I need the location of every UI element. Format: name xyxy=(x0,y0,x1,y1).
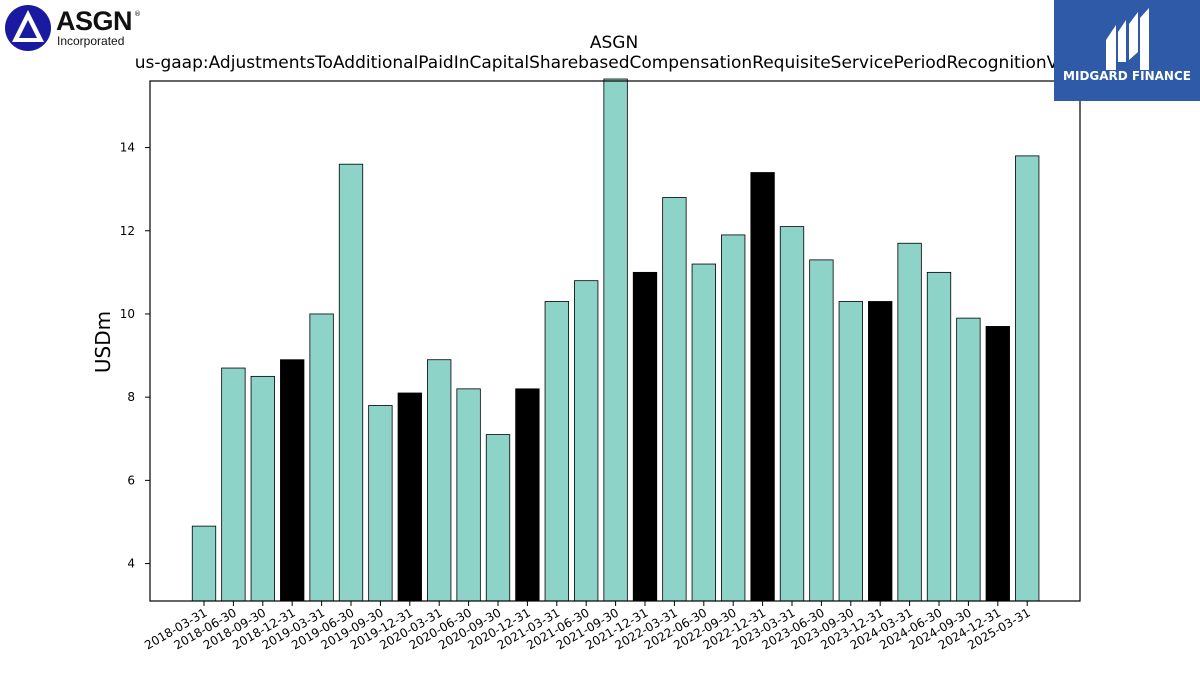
y-tick-label: 8 xyxy=(127,390,135,404)
bar-2021-09-30 xyxy=(603,78,628,602)
bar-2018-09-30 xyxy=(250,375,275,602)
bar-2018-12-31 xyxy=(280,359,305,602)
y-tick-label: 4 xyxy=(127,557,135,571)
y-tick-label: 6 xyxy=(127,473,135,487)
logo-subtitle: Incorporated xyxy=(57,34,125,48)
bar-2018-03-31 xyxy=(191,525,217,602)
bar-2022-12-31 xyxy=(750,172,775,602)
y-tick-label: 10 xyxy=(120,307,135,321)
bar-2021-03-31 xyxy=(544,301,569,602)
midgard-watermark: MIDGARD FINANCE xyxy=(1054,0,1200,101)
bar-2024-03-31 xyxy=(897,242,922,602)
logo-name: ASGN xyxy=(56,6,133,36)
chart-title: ASGN xyxy=(590,33,638,53)
bar-2019-03-31 xyxy=(309,313,334,602)
bar-2019-12-31 xyxy=(397,392,422,602)
bar-2018-06-30 xyxy=(221,367,246,602)
bar-2024-12-31 xyxy=(985,326,1010,602)
bar-2021-06-30 xyxy=(574,280,599,602)
bar-2022-03-31 xyxy=(662,197,687,602)
bar-2023-09-30 xyxy=(838,301,863,602)
bar-2021-12-31 xyxy=(632,271,658,602)
bar-2022-06-30 xyxy=(691,263,716,602)
bar-2020-06-30 xyxy=(456,388,481,602)
bar-2020-09-30 xyxy=(485,434,511,602)
bar-2022-09-30 xyxy=(721,234,746,602)
asgn-logo xyxy=(4,4,154,54)
watermark-text: MIDGARD FINANCE xyxy=(1063,69,1191,83)
asgn-logo-mark xyxy=(5,5,51,51)
registered-mark: ® xyxy=(134,10,141,18)
bar-2020-12-31 xyxy=(515,388,540,602)
bar-2019-06-30 xyxy=(338,163,364,602)
bars-group xyxy=(191,78,1040,602)
y-tick-label: 14 xyxy=(120,141,135,155)
bar-2025-03-31 xyxy=(1015,155,1040,602)
plot-frame xyxy=(149,80,1081,602)
bar-2023-06-30 xyxy=(809,259,834,602)
bar-2024-09-30 xyxy=(956,317,981,602)
bar-2020-03-31 xyxy=(427,359,452,602)
bar-2023-12-31 xyxy=(868,301,893,602)
bar-2024-06-30 xyxy=(926,271,952,602)
y-axis-label: USDm xyxy=(91,311,115,373)
midgard-icon xyxy=(1106,8,1149,70)
y-tick-label: 12 xyxy=(120,224,135,238)
bar-2019-09-30 xyxy=(368,405,393,602)
chart-subtitle: us-gaap:AdjustmentsToAdditionalPaidInCap… xyxy=(135,53,1094,73)
bar-2023-03-31 xyxy=(779,226,805,602)
